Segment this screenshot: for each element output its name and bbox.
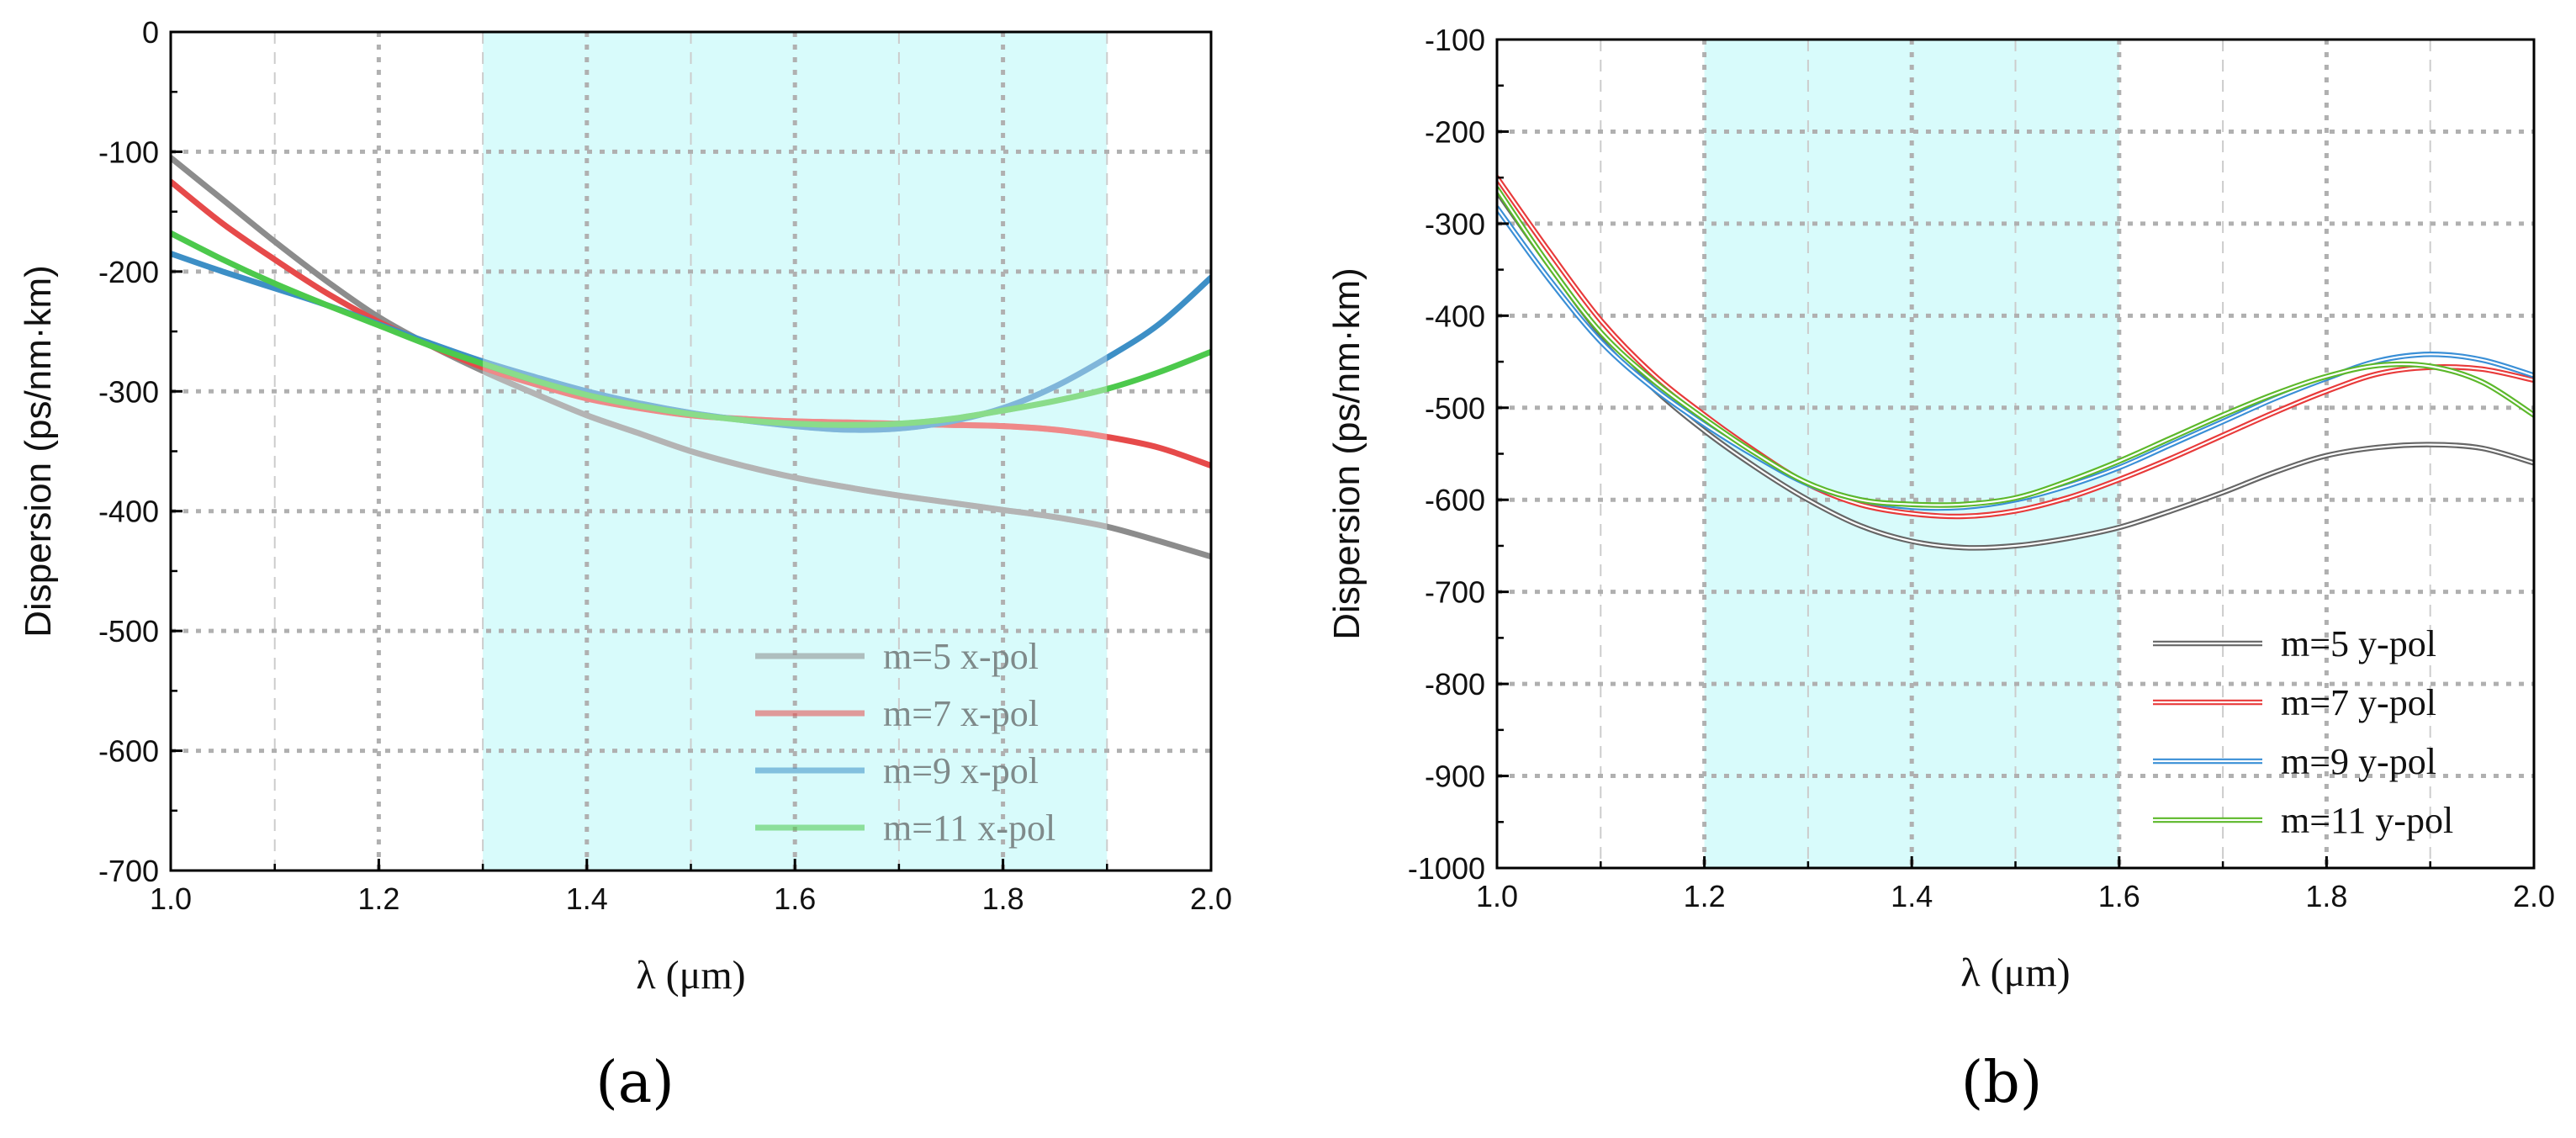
x-tick-label: 1.2 (357, 881, 399, 916)
legend-label: m=11 y-pol (2281, 800, 2453, 841)
y-tick-label: -700 (1425, 575, 1485, 610)
x-tick-label: 1.6 (774, 881, 816, 916)
series-line-m-11-x-pol-band-overlay (483, 360, 1108, 428)
y-tick-label: -100 (98, 135, 159, 169)
y-tick-label: -400 (1425, 299, 1485, 333)
legend-label: m=5 y-pol (2281, 623, 2436, 664)
legend-label: m=9 y-pol (2281, 741, 2436, 782)
y-tick-label: -300 (1425, 207, 1485, 241)
series-group (1497, 174, 2534, 551)
y-tick-label: -800 (1425, 667, 1485, 701)
x-tick-label: 1.4 (566, 881, 608, 916)
y-tick-label: -100 (1425, 23, 1485, 57)
y-tick-label: -1000 (1408, 851, 1485, 886)
x-tick-label: 1.2 (1684, 879, 1726, 913)
x-tick-label: 1.4 (1891, 879, 1933, 913)
x-axis-label: λ (μm) (1960, 950, 2070, 995)
series-line-m-5-x-pol (171, 155, 1211, 560)
y-tick-label: -200 (1425, 114, 1485, 149)
legend: m=5 x-pol m=7 x-pol m=9 x-pol m=11 x-pol (755, 636, 1055, 849)
series-line-m-7-y-pol-inner (1497, 177, 2534, 518)
panel-label-b: (b) (1961, 1050, 2043, 1116)
series-line-m-5-x-pol-band-overlay (483, 368, 1108, 530)
x-tick-label: 2.0 (2513, 879, 2555, 913)
highlight-band (1704, 40, 2119, 868)
series-line-m-11-x-pol (171, 230, 1211, 428)
legend-label: m=7 x-pol (883, 693, 1039, 734)
y-tick-label: -900 (1425, 760, 1485, 794)
panel-label-a: (a) (595, 1050, 674, 1116)
x-tick-label: 1.0 (1476, 879, 1518, 913)
x-tick-label: 1.6 (2098, 879, 2140, 913)
grid (171, 32, 1211, 871)
y-axis-label: Dispersion (ps/nm·km) (18, 265, 59, 638)
x-tick-label: 1.8 (982, 881, 1024, 916)
y-tick-label: 0 (142, 15, 159, 50)
legend-label: m=11 x-pol (883, 807, 1055, 849)
y-tick-label: -400 (98, 495, 159, 529)
x-axis-label: λ (μm) (636, 953, 745, 998)
y-tick-label: -500 (98, 614, 159, 648)
x-tick-label: 1.8 (2305, 879, 2347, 913)
y-tick-label: -600 (98, 734, 159, 769)
series-line-m-11-y-pol-inner (1497, 188, 2534, 506)
y-axis-label: Dispersion (ps/nm·km) (1326, 267, 1367, 640)
x-tick-label: 1.0 (150, 881, 192, 916)
series-group (171, 155, 1211, 560)
y-tick-label: -600 (1425, 483, 1485, 517)
y-tick-label: -700 (98, 854, 159, 888)
y-tick-label: -200 (98, 255, 159, 289)
x-tick-label: 2.0 (1190, 881, 1232, 916)
legend-label: m=9 x-pol (883, 750, 1039, 791)
legend-label: m=5 x-pol (883, 636, 1039, 677)
legend-label: m=7 y-pol (2281, 682, 2436, 723)
y-tick-label: -300 (98, 374, 159, 409)
legend: m=5 y-pol m=7 y-pol m=9 y-pol m=11 y-pol (2153, 623, 2453, 841)
chart-panel-b: 1.0 1.2 1.4 1.6 1.8 2.0 -100 -200 -300 -400 -500 -6… (1326, 23, 2555, 995)
y-tick-label: -500 (1425, 391, 1485, 426)
chart-panel-a: 1.0 1.2 1.4 1.6 1.8 2.0 0 -100 -200 -300 -400 -500 -… (18, 15, 1232, 998)
